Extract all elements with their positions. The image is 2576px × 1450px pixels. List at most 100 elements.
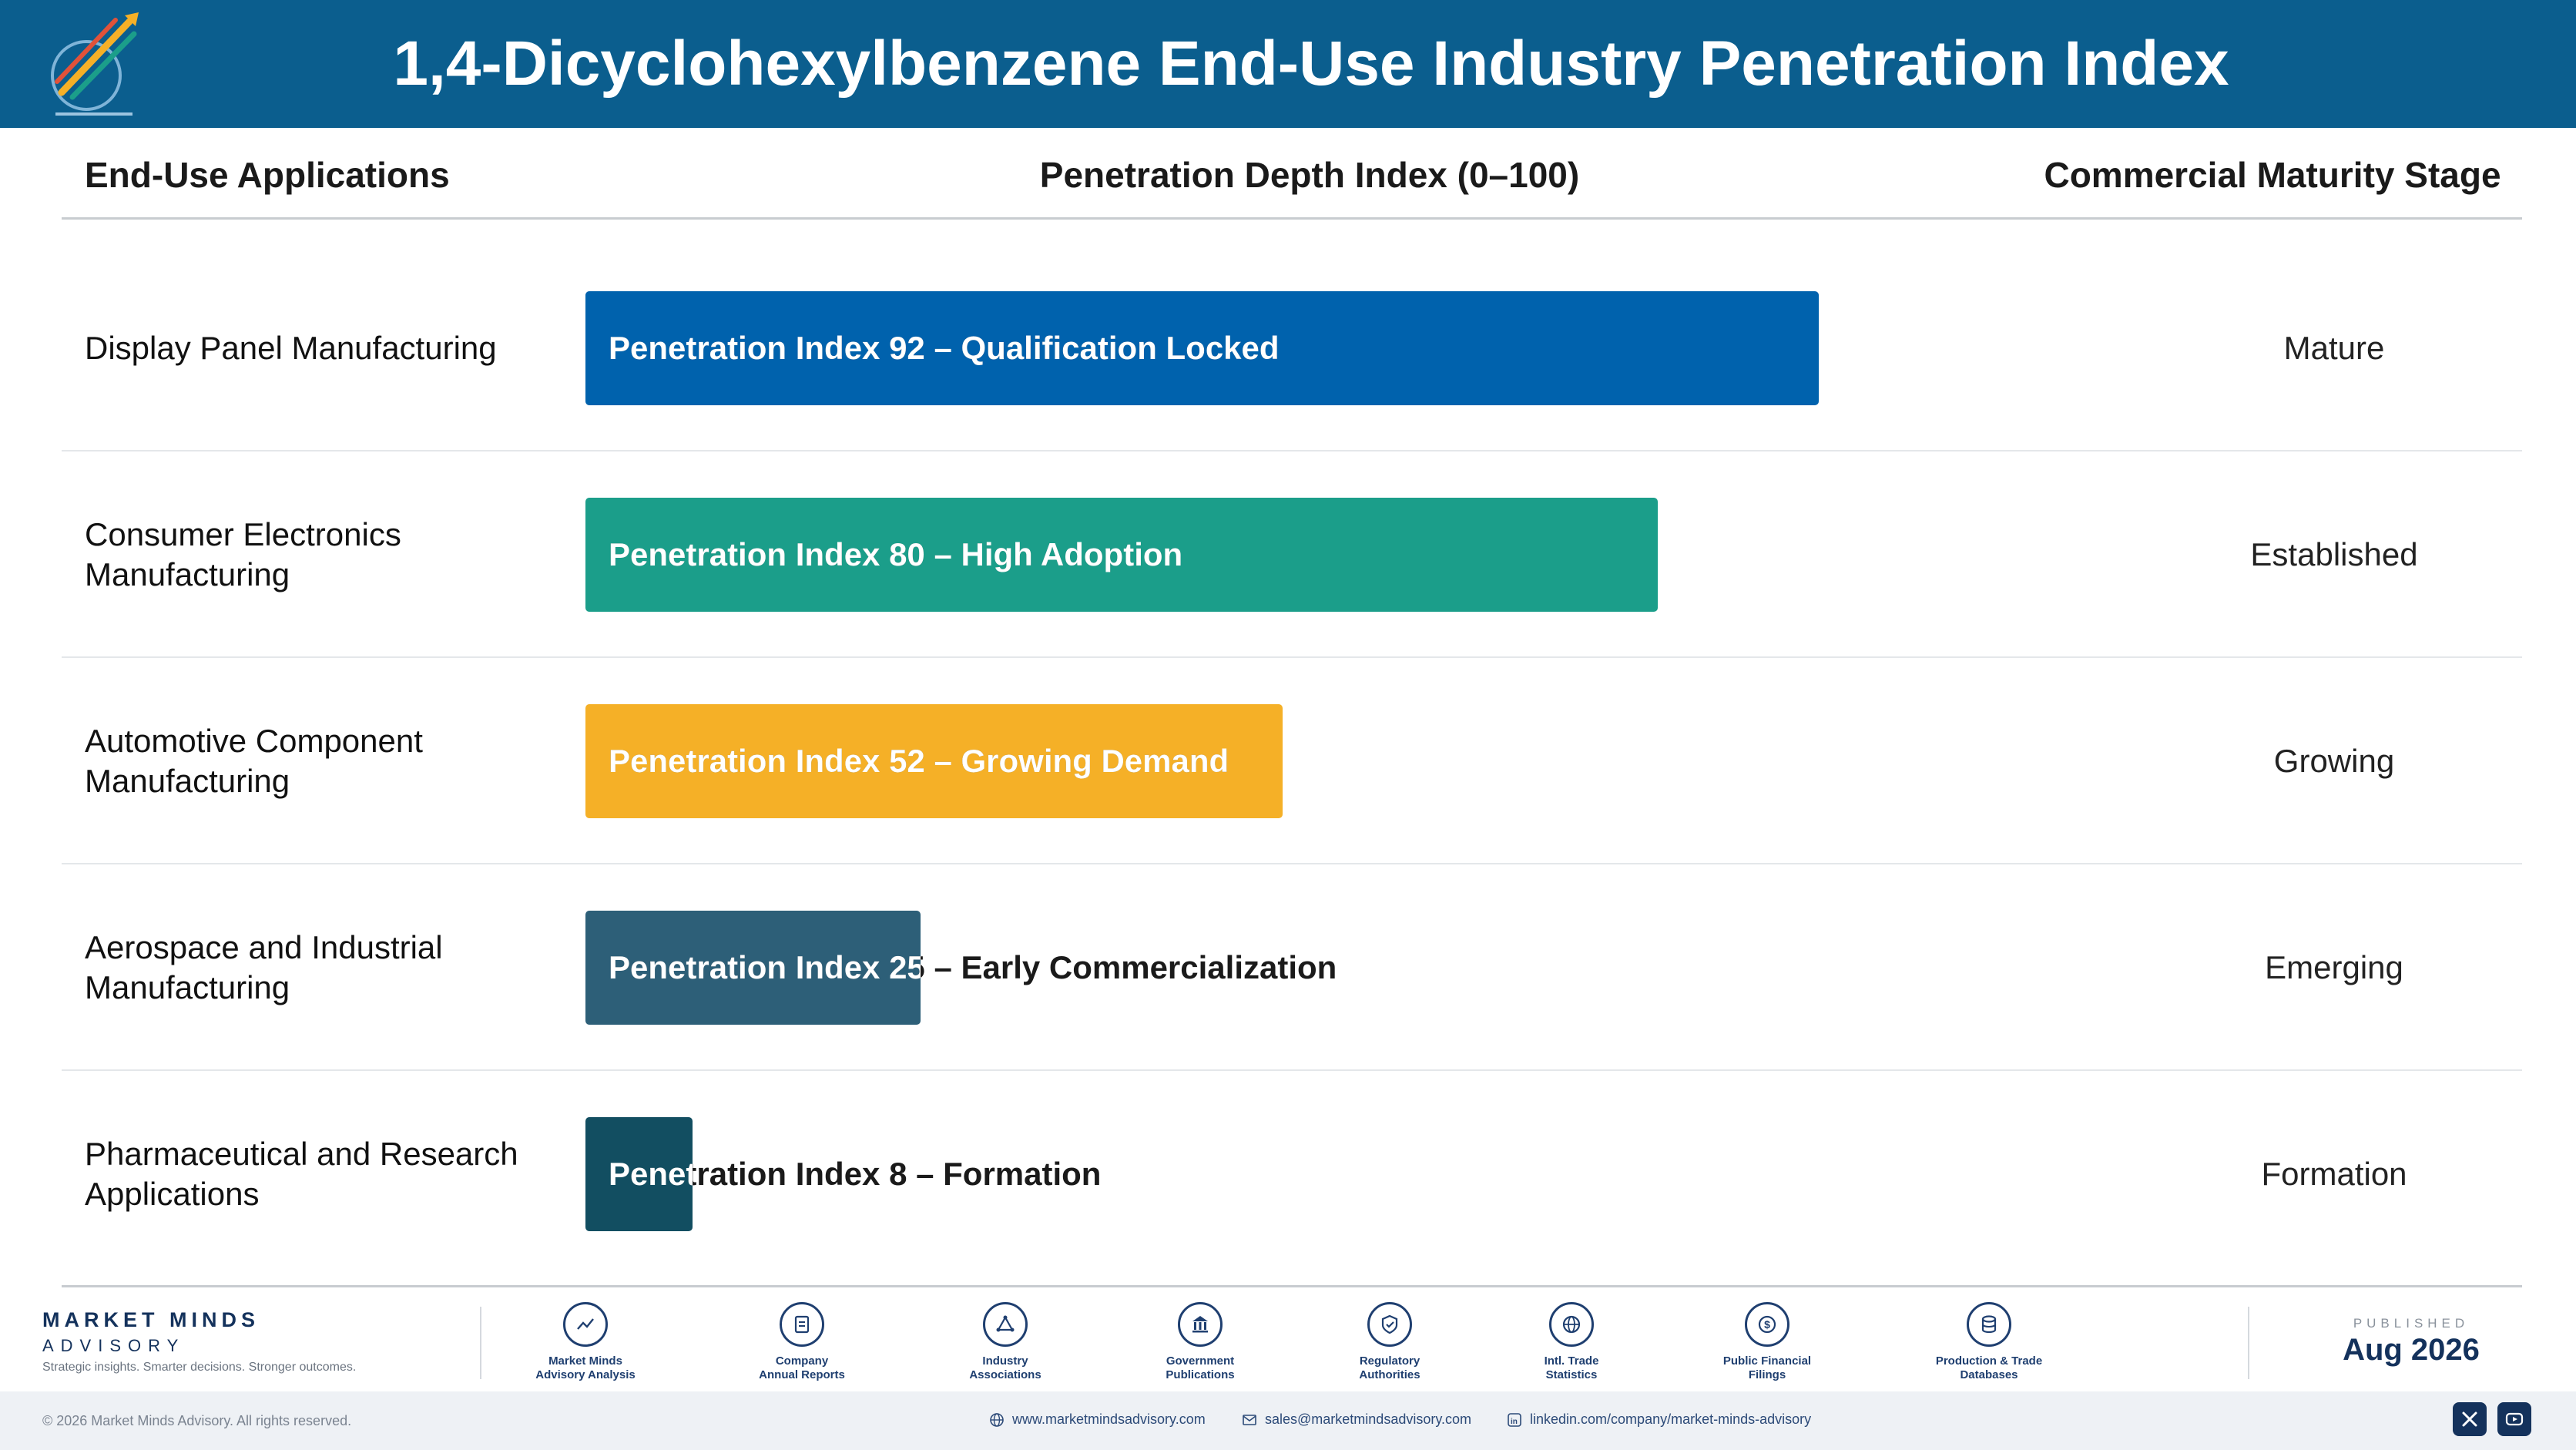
source-item: Regulatory Authorities <box>1305 1302 1474 1382</box>
website-link[interactable]: www.marketmindsadvisory.com <box>989 1411 1206 1428</box>
database-icon <box>1981 1315 1997 1334</box>
document-icon <box>794 1315 810 1334</box>
penetration-bar <box>585 291 1819 405</box>
source-label: Government Publications <box>1115 1354 1285 1382</box>
trend-chart-icon <box>577 1318 594 1330</box>
source-label-line2: Databases <box>1960 1368 2018 1381</box>
application-label: Consumer Electronics Manufacturing <box>85 516 401 592</box>
copyright-text: © 2026 Market Minds Advisory. All rights… <box>42 1413 352 1428</box>
dollar-coin-icon: $ <box>1758 1315 1776 1334</box>
source-item: Market Minds Advisory Analysis <box>501 1302 670 1382</box>
source-label-line1: Industry <box>982 1354 1028 1368</box>
source-item: Government Publications <box>1115 1302 1285 1382</box>
globe-icon <box>990 1413 1004 1428</box>
source-icon-circle <box>1549 1302 1594 1347</box>
bar-track: Penetration Index 80 – High Adoption Pene… <box>585 498 2180 612</box>
column-header-stage: Commercial Maturity Stage <box>2044 155 2501 195</box>
youtube-social-button[interactable] <box>2497 1402 2531 1436</box>
source-label-line2: Annual Reports <box>759 1368 845 1381</box>
source-item: Intl. Trade Statistics <box>1487 1302 1656 1382</box>
x-social-button[interactable] <box>2453 1402 2487 1436</box>
maturity-stage: Established <box>2250 536 2418 572</box>
header-divider <box>62 217 2522 220</box>
source-label-line1: Intl. Trade <box>1544 1354 1599 1368</box>
source-label: Market Minds Advisory Analysis <box>501 1354 670 1382</box>
source-label-line1: Company <box>775 1354 829 1368</box>
row-divider <box>62 450 2522 451</box>
footer-bottom-bar <box>0 1391 2576 1450</box>
source-label-line1: Public Financial <box>1722 1354 1812 1368</box>
maturity-stage: Mature <box>2283 330 2385 366</box>
row-divider <box>62 1069 2522 1071</box>
bar-data-label-inside: Penetration Index 8 – Formation <box>609 1156 693 1192</box>
footer-divider <box>2248 1307 2249 1379</box>
source-icon-circle <box>1178 1302 1223 1347</box>
brand-tagline: Strategic insights. Smarter decisions. S… <box>42 1361 357 1374</box>
source-label-line1: Government <box>1166 1354 1235 1368</box>
bar-track: Penetration Index 25 – Early Commerciali… <box>585 911 2180 1025</box>
svg-text:in: in <box>1511 1418 1518 1426</box>
source-label-line2: Filings <box>1748 1368 1786 1381</box>
chart-bottom-divider <box>62 1285 2522 1287</box>
linkedin-link[interactable]: in linkedin.com/company/market-minds-advi… <box>1507 1411 1811 1428</box>
penetration-bar <box>585 498 1658 612</box>
source-icon-circle: $ <box>1745 1302 1789 1347</box>
source-label-line2: Associations <box>969 1368 1041 1381</box>
source-label-line2: Statistics <box>1545 1368 1598 1381</box>
source-label: Industry Associations <box>921 1354 1090 1382</box>
bar-data-label-inside: Penetration Index 92 – Qualification Loc… <box>609 330 1280 366</box>
network-icon <box>996 1315 1015 1332</box>
linkedin-text: linkedin.com/company/market-minds-adviso… <box>1530 1411 1812 1427</box>
source-label: Production & Trade Databases <box>1904 1354 2074 1382</box>
email-text: sales@marketmindsadvisory.com <box>1265 1411 1472 1427</box>
source-item: Industry Associations <box>921 1302 1090 1382</box>
shield-check-icon <box>1381 1314 1398 1334</box>
maturity-stage: Growing <box>2273 743 2395 779</box>
source-icon-circle <box>1967 1302 2011 1347</box>
bar-label-clip: Penetration Index 8 – Formation <box>585 1117 693 1231</box>
bar-track: Penetration Index 52 – Growing Demand Pen… <box>585 704 2180 818</box>
mail-icon <box>1243 1415 1256 1426</box>
application-label: Pharmaceutical and Research Applications <box>85 1136 518 1212</box>
chart-row: Automotive Component Manufacturing Penetr… <box>62 658 2522 864</box>
chart-row: Aerospace and Industrial Manufacturing Pe… <box>62 864 2522 1071</box>
bar-label-clip: Penetration Index 80 – High Adoption <box>585 498 1658 612</box>
bar-label-clip: Penetration Index 52 – Growing Demand <box>585 704 1283 818</box>
column-header-depth: Penetration Depth Index (0–100) <box>1039 155 1580 195</box>
bar-track: Penetration Index 8 – FormationPenetrati… <box>585 1117 2180 1231</box>
company-logo-icon <box>51 12 139 116</box>
chart-row: Display Panel Manufacturing Penetration I… <box>62 245 2522 451</box>
penetration-bar <box>585 1117 693 1231</box>
brand-subtitle: ADVISORY <box>42 1336 186 1355</box>
application-label: Aerospace and Industrial Manufacturing <box>85 929 443 1005</box>
brand-name: MARKET MINDS <box>42 1308 260 1331</box>
bar-data-label: Penetration Index 8 – Formation <box>609 1156 1102 1192</box>
email-link[interactable]: sales@marketmindsadvisory.com <box>1242 1411 1471 1428</box>
row-divider <box>62 656 2522 658</box>
source-label-line1: Market Minds <box>548 1354 622 1368</box>
bar-data-label: Penetration Index 52 – Growing Demand <box>609 743 1229 779</box>
published-label: PUBLISHED <box>2353 1316 2470 1331</box>
row-divider <box>62 863 2522 864</box>
column-header-applications: End-Use Applications <box>85 155 450 195</box>
chart-row: Consumer Electronics Manufacturing Penetr… <box>62 451 2522 658</box>
bar-data-label-inside: Penetration Index 25 – Early Commerciali… <box>609 949 921 985</box>
source-label-line2: Authorities <box>1359 1368 1420 1381</box>
application-label: Display Panel Manufacturing <box>85 330 497 366</box>
source-icon-circle <box>780 1302 824 1347</box>
source-label-line2: Publications <box>1166 1368 1235 1381</box>
source-label: Intl. Trade Statistics <box>1487 1354 1656 1382</box>
source-label: Company Annual Reports <box>717 1354 887 1382</box>
published-date: Aug 2026 <box>2343 1333 2480 1367</box>
header-bar: 1,4-Dicyclohexylbenzene End-Use Industry… <box>0 0 2576 128</box>
application-label: Automotive Component Manufacturing <box>85 723 423 799</box>
source-label-line2: Advisory Analysis <box>535 1368 636 1381</box>
footer <box>0 1291 2576 1391</box>
source-icon-circle <box>983 1302 1028 1347</box>
website-text: www.marketmindsadvisory.com <box>1012 1411 1206 1427</box>
bar-data-label-inside: Penetration Index 52 – Growing Demand <box>609 743 1229 779</box>
source-label-line1: Production & Trade <box>1935 1354 2043 1368</box>
source-item: $ Public Financial Filings <box>1682 1302 1852 1382</box>
footer-divider <box>480 1307 481 1379</box>
penetration-bar <box>585 704 1283 818</box>
